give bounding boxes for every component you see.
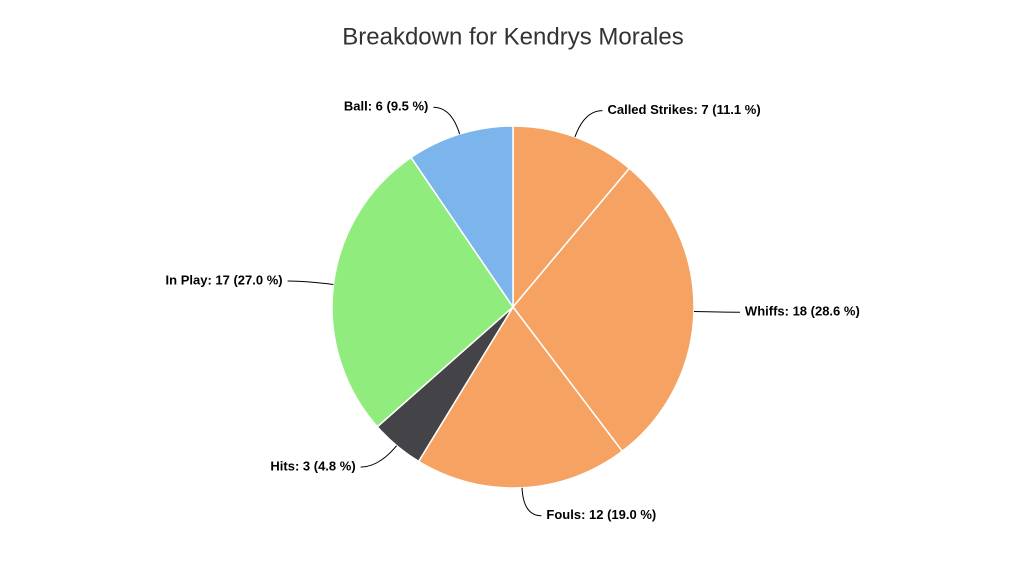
data-label: Called Strikes: 7 (11.1 %) [607, 102, 760, 117]
connector [693, 311, 740, 313]
data-label: In Play: 17 (27.0 %) [166, 272, 283, 287]
pie-slice [331, 156, 514, 428]
data-label: Fouls: 12 (19.0 %) [546, 507, 656, 522]
pie-slice [512, 167, 695, 453]
pie-slice [409, 125, 514, 310]
chart-title: Breakdown for Kendrys Morales [342, 23, 683, 50]
data-label: Whiffs: 18 (28.6 %) [745, 304, 860, 319]
connector [360, 445, 398, 468]
data-label: Hits: 3 (4.8 %) [270, 459, 355, 474]
connector [287, 280, 334, 285]
connector [574, 110, 603, 138]
connector [521, 487, 542, 517]
connector [433, 106, 461, 135]
data-label: Ball: 6 (9.5 %) [344, 99, 429, 114]
